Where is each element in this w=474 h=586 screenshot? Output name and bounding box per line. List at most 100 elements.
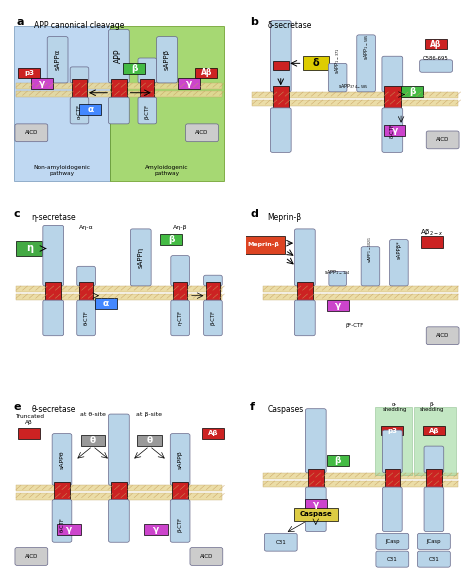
FancyBboxPatch shape [138,58,156,83]
Text: Aβ$_{2-x}$: Aβ$_{2-x}$ [420,227,443,237]
FancyBboxPatch shape [418,551,450,567]
FancyBboxPatch shape [170,499,190,542]
FancyBboxPatch shape [390,240,408,286]
FancyBboxPatch shape [305,499,327,510]
FancyBboxPatch shape [425,39,447,49]
FancyBboxPatch shape [383,487,402,532]
FancyBboxPatch shape [305,487,326,532]
FancyBboxPatch shape [156,37,177,83]
FancyBboxPatch shape [45,282,62,302]
Text: b: b [250,17,258,27]
FancyBboxPatch shape [383,125,405,137]
Text: Meprin-β: Meprin-β [268,213,302,222]
Text: θ: θ [146,436,153,445]
Text: f: f [250,401,255,411]
Text: Amyloidogenic
pathway: Amyloidogenic pathway [145,165,189,175]
FancyBboxPatch shape [263,286,458,292]
FancyBboxPatch shape [426,327,459,345]
FancyBboxPatch shape [273,61,289,70]
FancyBboxPatch shape [160,234,182,245]
FancyBboxPatch shape [110,79,127,99]
FancyBboxPatch shape [294,300,315,336]
Text: AICD: AICD [25,554,38,559]
Text: p3: p3 [387,428,397,434]
FancyBboxPatch shape [140,79,155,99]
Text: sAPPβ: sAPPβ [178,450,182,469]
Text: c: c [14,209,20,219]
FancyBboxPatch shape [270,108,291,152]
Text: β: β [335,456,341,465]
FancyBboxPatch shape [204,275,222,286]
FancyBboxPatch shape [263,294,458,300]
FancyBboxPatch shape [137,435,162,446]
Text: sAPPβ: sAPPβ [164,49,170,70]
Text: Non-amyloidogenic
pathway: Non-amyloidogenic pathway [34,165,91,175]
FancyBboxPatch shape [270,21,291,92]
FancyBboxPatch shape [170,434,190,485]
FancyBboxPatch shape [18,428,40,439]
Text: γ: γ [39,79,46,88]
FancyBboxPatch shape [55,482,70,501]
FancyBboxPatch shape [16,241,42,255]
FancyBboxPatch shape [80,104,101,115]
Text: p3: p3 [24,70,34,76]
Text: β-CTF: β-CTF [145,104,150,119]
Text: sAPP$_{1-102/1}$: sAPP$_{1-102/1}$ [367,236,374,263]
Text: β: β [409,87,415,96]
FancyBboxPatch shape [382,56,403,92]
FancyBboxPatch shape [327,455,348,466]
FancyBboxPatch shape [426,131,459,149]
FancyBboxPatch shape [178,78,200,89]
Text: η: η [26,244,33,254]
FancyBboxPatch shape [31,78,53,89]
FancyBboxPatch shape [52,499,72,542]
FancyBboxPatch shape [204,300,222,336]
Text: JCasp: JCasp [385,539,400,544]
FancyBboxPatch shape [328,63,347,92]
FancyBboxPatch shape [109,29,129,83]
FancyBboxPatch shape [130,229,151,286]
Text: Aη-α: Aη-α [79,224,93,230]
Text: AICD: AICD [195,130,209,135]
FancyBboxPatch shape [382,108,403,152]
FancyBboxPatch shape [18,68,40,77]
Text: Aβ: Aβ [208,431,218,437]
Text: e: e [14,401,21,411]
FancyBboxPatch shape [294,229,315,286]
FancyBboxPatch shape [308,469,324,489]
FancyBboxPatch shape [263,473,458,479]
FancyBboxPatch shape [252,91,458,98]
FancyBboxPatch shape [77,300,95,336]
Text: d: d [250,209,258,219]
FancyBboxPatch shape [16,91,222,97]
Text: θ-CTF: θ-CTF [59,517,64,532]
FancyBboxPatch shape [376,551,409,567]
Text: δ: δ [312,59,319,69]
Text: δ-secretase: δ-secretase [268,21,312,30]
FancyBboxPatch shape [383,430,402,473]
FancyBboxPatch shape [16,485,222,492]
FancyBboxPatch shape [171,255,190,286]
FancyBboxPatch shape [302,56,329,70]
Text: C586-695: C586-695 [423,56,449,60]
Text: Caspases: Caspases [268,405,304,414]
FancyBboxPatch shape [241,236,285,254]
FancyBboxPatch shape [43,300,64,336]
Text: AICD: AICD [436,333,449,338]
FancyBboxPatch shape [329,272,346,286]
Text: β: β [168,235,174,244]
Text: γ: γ [65,525,72,534]
FancyBboxPatch shape [77,266,95,286]
FancyBboxPatch shape [195,68,217,77]
FancyBboxPatch shape [16,294,222,300]
Text: sAPPη: sAPPη [138,247,144,268]
FancyBboxPatch shape [16,493,222,499]
Text: β*-CTF: β*-CTF [346,322,365,328]
FancyBboxPatch shape [273,87,289,110]
Text: α-
shedding: α- shedding [383,401,407,413]
FancyBboxPatch shape [385,469,400,489]
FancyBboxPatch shape [171,300,190,336]
FancyBboxPatch shape [15,124,48,142]
Text: Aη-β: Aη-β [173,224,187,230]
FancyBboxPatch shape [384,87,401,110]
